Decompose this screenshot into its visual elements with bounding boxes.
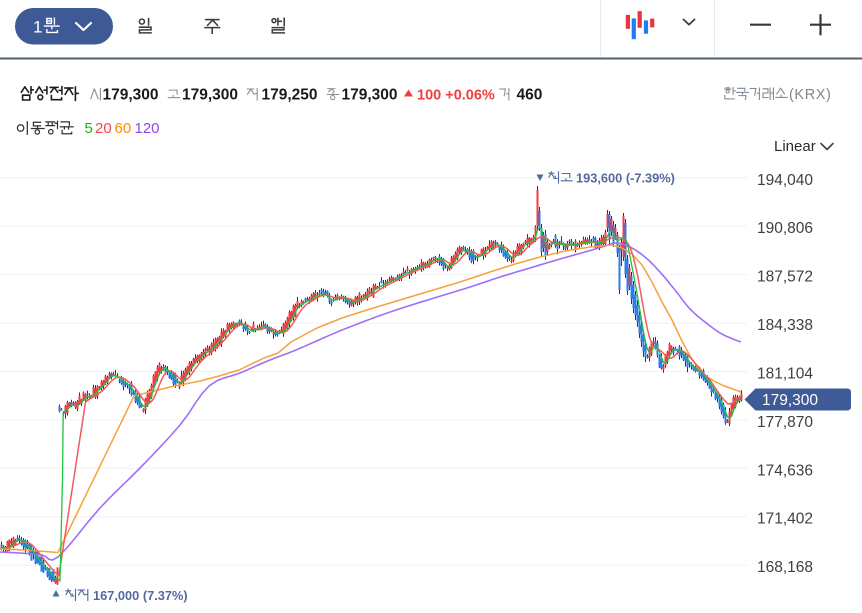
svg-text:171,402: 171,402 xyxy=(757,511,813,528)
svg-text:177,870: 177,870 xyxy=(757,414,813,431)
svg-text:60: 60 xyxy=(115,120,132,137)
svg-text:174,636: 174,636 xyxy=(757,462,813,479)
svg-text:187,572: 187,572 xyxy=(757,269,813,286)
svg-text:5: 5 xyxy=(85,120,93,137)
svg-text:120: 120 xyxy=(135,120,160,137)
svg-text:167,000 (7.37%): 167,000 (7.37%) xyxy=(93,588,188,603)
svg-text:194,040: 194,040 xyxy=(757,172,813,189)
svg-text:(KRX): (KRX) xyxy=(789,87,831,103)
svg-text:168,168: 168,168 xyxy=(757,559,813,576)
svg-text:179,250: 179,250 xyxy=(262,87,318,104)
svg-text:460: 460 xyxy=(517,87,543,104)
svg-text:Linear: Linear xyxy=(774,138,816,155)
svg-text:179,300: 179,300 xyxy=(103,87,159,104)
svg-text:181,104: 181,104 xyxy=(757,366,813,383)
svg-text:179,300: 179,300 xyxy=(342,87,398,104)
svg-text:100 +0.06%: 100 +0.06% xyxy=(417,88,495,104)
svg-text:1: 1 xyxy=(33,18,42,37)
svg-text:179,300: 179,300 xyxy=(762,392,818,409)
svg-text:179,300: 179,300 xyxy=(182,87,238,104)
svg-text:184,338: 184,338 xyxy=(757,317,813,334)
svg-text:193,600 (-7.39%): 193,600 (-7.39%) xyxy=(576,171,675,186)
svg-text:20: 20 xyxy=(95,120,112,137)
svg-text:190,806: 190,806 xyxy=(757,220,813,237)
